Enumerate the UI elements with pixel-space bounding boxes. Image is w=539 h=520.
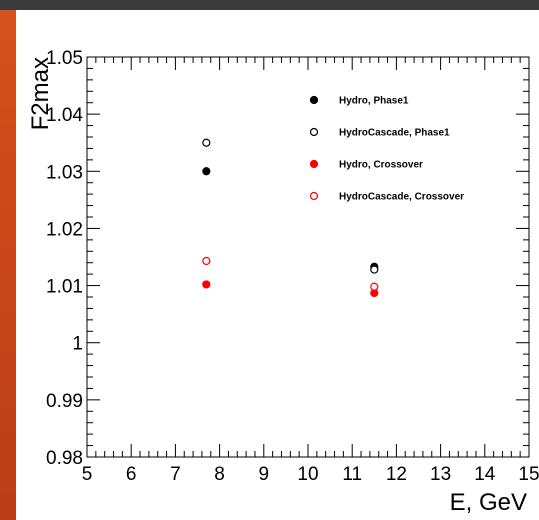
y-tick-label: 0.99 (46, 391, 83, 412)
y-tick-label: 1.01 (46, 277, 83, 298)
y-tick-label: 1.02 (46, 219, 83, 240)
legend-label: HydroCascade, Crossover (339, 192, 464, 203)
top-bar (0, 0, 539, 10)
y-tick-label: 1.04 (46, 105, 83, 126)
x-tick-label: 7 (170, 464, 181, 485)
x-tick-label: 12 (386, 464, 407, 485)
legend-marker (309, 159, 319, 169)
data-point (202, 138, 211, 147)
data-point (370, 282, 379, 291)
data-point (370, 265, 379, 274)
y-tick-label: 1 (72, 334, 83, 355)
y-axis-label: F2max (27, 57, 54, 130)
legend-label: HydroCascade, Phase1 (339, 128, 450, 139)
data-point (202, 280, 211, 289)
legend-marker (309, 127, 319, 137)
x-tick-label: 10 (297, 464, 318, 485)
data-point (202, 256, 211, 266)
x-tick-label: 14 (474, 464, 496, 485)
y-tick-label: 0.98 (46, 448, 83, 469)
y-tick-label: 1.03 (46, 162, 83, 183)
legend-label: Hydro, Crossover (339, 160, 423, 171)
x-tick-label: 9 (259, 464, 270, 485)
x-tick-label: 8 (214, 464, 225, 485)
x-axis-label: E, GeV (450, 489, 527, 516)
legend-marker (309, 191, 319, 201)
plot-frame (86, 56, 530, 458)
legend-marker (309, 95, 319, 105)
x-tick-label: 6 (126, 464, 137, 485)
x-tick-label: 11 (342, 464, 362, 485)
x-tick-label: 15 (518, 464, 539, 485)
left-edge-strip (0, 10, 16, 520)
x-tick-label: 5 (82, 464, 93, 485)
x-tick-label: 13 (430, 464, 451, 485)
data-point (202, 167, 211, 176)
legend-label: Hydro, Phase1 (339, 96, 409, 107)
y-tick-label: 1.05 (46, 48, 83, 69)
